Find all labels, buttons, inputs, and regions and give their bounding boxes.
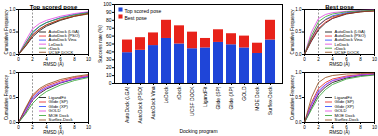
- svg-text:AutoDock (PSO): AutoDock (PSO): [48, 33, 80, 39]
- svg-text:Glide (SP): Glide (SP): [48, 99, 68, 105]
- svg-text:0.0: 0.0: [9, 120, 16, 125]
- svg-text:Best pose: Best pose: [325, 4, 354, 10]
- svg-text:6: 6: [59, 56, 62, 62]
- svg-text:2: 2: [317, 125, 320, 130]
- svg-text:Glide (XP): Glide (XP): [228, 86, 234, 109]
- svg-text:1.0: 1.0: [9, 70, 16, 75]
- svg-text:50: 50: [106, 41, 112, 47]
- svg-text:0.0: 0.0: [9, 52, 16, 57]
- svg-text:RMSD (Å): RMSD (Å): [43, 129, 64, 135]
- svg-text:Top scored pose: Top scored pose: [125, 8, 162, 14]
- svg-text:GOLD: GOLD: [334, 108, 347, 114]
- svg-text:4: 4: [331, 56, 334, 62]
- svg-text:LeDock: LeDock: [334, 41, 349, 47]
- svg-text:2: 2: [317, 57, 320, 62]
- svg-text:GOLD: GOLD: [48, 108, 61, 114]
- svg-text:LeDock: LeDock: [163, 86, 169, 103]
- svg-text:MOE Dock: MOE Dock: [334, 112, 355, 118]
- svg-text:Surflex-Dock: Surflex-Dock: [49, 117, 74, 122]
- svg-text:1.0: 1.0: [295, 7, 302, 12]
- svg-text:6: 6: [59, 124, 62, 130]
- svg-text:6: 6: [345, 124, 348, 130]
- svg-text:UCSF DOCK: UCSF DOCK: [49, 50, 74, 55]
- svg-text:Glide (XP): Glide (XP): [334, 103, 354, 109]
- svg-text:10: 10: [86, 125, 92, 130]
- svg-text:AutoDock (PSO): AutoDock (PSO): [334, 33, 366, 39]
- svg-text:GOLD: GOLD: [241, 86, 247, 101]
- svg-text:0: 0: [109, 80, 112, 86]
- svg-text:0.5: 0.5: [295, 95, 302, 100]
- svg-text:0: 0: [303, 57, 306, 62]
- svg-text:Glide (SP): Glide (SP): [215, 86, 221, 109]
- svg-text:RMSD (Å): RMSD (Å): [329, 61, 350, 67]
- svg-text:MOE Dock: MOE Dock: [48, 112, 69, 118]
- svg-text:AutoDock (LGA): AutoDock (LGA): [124, 86, 130, 123]
- svg-text:rDock: rDock: [334, 45, 346, 51]
- svg-text:4: 4: [331, 124, 334, 130]
- svg-text:AutoDock (LGA): AutoDock (LGA): [48, 29, 80, 35]
- svg-text:10: 10: [372, 125, 378, 130]
- svg-text:Top scored pose: Top scored pose: [30, 4, 78, 10]
- svg-text:10: 10: [106, 72, 112, 78]
- svg-text:AutoDock (LGA): AutoDock (LGA): [334, 29, 366, 35]
- svg-text:30: 30: [106, 56, 112, 62]
- svg-text:rDock: rDock: [176, 86, 182, 100]
- svg-text:10: 10: [372, 57, 378, 62]
- svg-text:8: 8: [73, 125, 76, 130]
- svg-text:Cumulative Frequency: Cumulative Frequency: [4, 9, 9, 55]
- svg-text:RMSD (Å): RMSD (Å): [329, 129, 350, 135]
- svg-text:0: 0: [17, 125, 20, 130]
- svg-text:1.0: 1.0: [295, 70, 302, 75]
- svg-text:8: 8: [73, 57, 76, 62]
- svg-text:Cumulative Frequency: Cumulative Frequency: [290, 74, 295, 120]
- svg-text:Cumulative Frequency: Cumulative Frequency: [290, 9, 295, 55]
- svg-text:1.0: 1.0: [9, 7, 16, 12]
- svg-text:Glide (SP): Glide (SP): [334, 99, 354, 105]
- svg-text:0: 0: [303, 125, 306, 130]
- svg-text:20: 20: [106, 64, 112, 70]
- svg-text:10: 10: [86, 57, 92, 62]
- svg-text:rDock: rDock: [48, 45, 60, 51]
- svg-text:0.5: 0.5: [9, 29, 16, 34]
- svg-text:6: 6: [345, 56, 348, 62]
- svg-text:AutoDock Vina: AutoDock Vina: [48, 37, 77, 43]
- svg-text:80: 80: [106, 17, 112, 23]
- svg-text:AutoDock Vina: AutoDock Vina: [150, 86, 156, 119]
- svg-text:0.5: 0.5: [9, 95, 16, 100]
- svg-text:0.0: 0.0: [295, 120, 302, 125]
- svg-text:40: 40: [106, 49, 112, 55]
- svg-text:Best pose: Best pose: [125, 15, 147, 21]
- svg-text:60: 60: [106, 33, 112, 39]
- svg-text:2: 2: [31, 57, 34, 62]
- svg-text:0.0: 0.0: [295, 52, 302, 57]
- svg-text:0.5: 0.5: [295, 29, 302, 34]
- svg-text:Success rate (%): Success rate (%): [97, 25, 103, 63]
- svg-text:8: 8: [359, 57, 362, 62]
- svg-text:LigandFit: LigandFit: [48, 94, 66, 100]
- svg-text:LigandFit: LigandFit: [334, 94, 352, 100]
- svg-text:Docking program: Docking program: [179, 128, 217, 134]
- svg-text:70: 70: [106, 25, 112, 31]
- svg-text:4: 4: [45, 124, 48, 130]
- svg-text:RMSD (Å): RMSD (Å): [43, 61, 64, 67]
- svg-text:90: 90: [106, 9, 112, 15]
- svg-text:Surflex-Dock: Surflex-Dock: [335, 117, 360, 122]
- svg-text:AutoDock (PSO): AutoDock (PSO): [137, 86, 143, 123]
- svg-text:100: 100: [103, 1, 112, 7]
- svg-text:0: 0: [17, 57, 20, 62]
- svg-text:4: 4: [45, 56, 48, 62]
- svg-text:8: 8: [359, 125, 362, 130]
- svg-text:Glide (XP): Glide (XP): [48, 103, 68, 109]
- svg-text:Surflex-Dock: Surflex-Dock: [267, 86, 273, 115]
- svg-text:AutoDock Vina: AutoDock Vina: [334, 37, 363, 43]
- svg-text:MOE Dock: MOE Dock: [254, 86, 260, 111]
- svg-text:Cumulative Frequency: Cumulative Frequency: [4, 74, 9, 120]
- svg-text:LigandFit: LigandFit: [202, 86, 208, 107]
- svg-text:UCSF DOCK: UCSF DOCK: [189, 86, 195, 116]
- svg-text:2: 2: [31, 125, 34, 130]
- svg-text:UCSF DOCK: UCSF DOCK: [335, 50, 360, 55]
- svg-text:LeDock: LeDock: [48, 41, 63, 47]
